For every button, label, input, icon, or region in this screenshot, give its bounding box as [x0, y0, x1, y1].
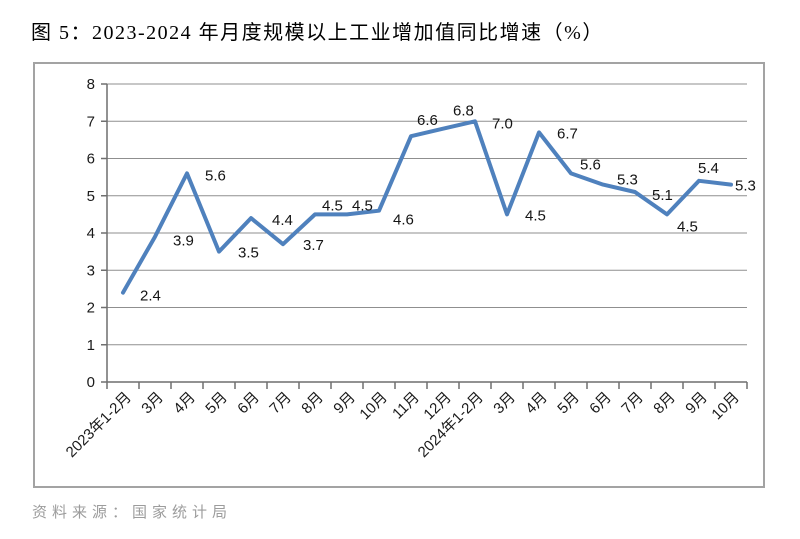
- x-tick-label: 9月: [682, 389, 711, 418]
- data-label: 5.6: [580, 156, 601, 173]
- x-tick-label: 8月: [650, 389, 679, 418]
- data-label: 5.6: [205, 167, 226, 184]
- data-label: 3.5: [238, 245, 259, 262]
- x-tick-label: 5月: [202, 389, 231, 418]
- y-tick-label: 2: [87, 300, 95, 317]
- data-label: 5.1: [652, 187, 673, 204]
- x-tick-label: 11月: [389, 389, 423, 423]
- data-label: 6.7: [557, 125, 578, 142]
- data-label: 4.5: [352, 197, 373, 214]
- x-tick-label: 2023年1-2月: [63, 389, 135, 461]
- y-tick-label: 4: [87, 225, 95, 242]
- figure-title: 图 5：2023-2024 年月度规模以上工业增加值同比增速（%）: [31, 22, 604, 44]
- data-label: 4.4: [272, 212, 293, 229]
- data-label: 3.7: [303, 237, 324, 254]
- y-tick-label: 1: [87, 337, 95, 354]
- x-tick-label: 7月: [618, 389, 647, 418]
- x-tick-label: 6月: [586, 389, 615, 418]
- x-tick-label: 4月: [170, 389, 199, 418]
- y-tick-label: 3: [87, 262, 95, 279]
- y-tick-label: 8: [87, 76, 95, 93]
- x-tick-label: 7月: [266, 389, 295, 418]
- data-label: 4.5: [677, 218, 698, 235]
- data-label: 4.5: [322, 197, 343, 214]
- data-label: 5.3: [617, 172, 638, 189]
- source-note: 资料来源：国家统计局: [32, 505, 233, 521]
- x-tick-label: 6月: [234, 389, 263, 418]
- y-tick-label: 6: [87, 151, 95, 168]
- x-tick-label: 3月: [490, 389, 519, 418]
- data-label: 7.0: [492, 115, 513, 132]
- data-label: 4.5: [525, 207, 546, 224]
- data-label: 2.4: [140, 288, 161, 305]
- data-label: 6.6: [417, 112, 438, 129]
- x-tick-label: 10月: [708, 389, 742, 423]
- x-tick-label: 5月: [554, 389, 583, 418]
- x-tick-label: 8月: [298, 389, 327, 418]
- data-label: 5.4: [698, 160, 719, 177]
- series-polyline: [121, 119, 733, 295]
- x-tick-label: 4月: [522, 389, 551, 418]
- y-tick-label: 0: [87, 374, 95, 391]
- y-tick-label: 7: [87, 113, 95, 130]
- data-label: 5.3: [735, 178, 756, 195]
- chart-frame: 0 1 2 3 4 5 6 7 8 2023年1-2月 3月 4月 5月 6月 7月 8月 9月 10月 11月 12…: [33, 62, 765, 488]
- data-label: 4.6: [393, 212, 414, 229]
- x-tick-label: 3月: [138, 389, 167, 418]
- x-tick-label: 10月: [356, 389, 390, 423]
- data-label: 6.8: [453, 103, 474, 120]
- x-tick-label: 9月: [330, 389, 359, 418]
- data-label: 3.9: [173, 233, 194, 250]
- y-tick-label: 5: [87, 188, 95, 205]
